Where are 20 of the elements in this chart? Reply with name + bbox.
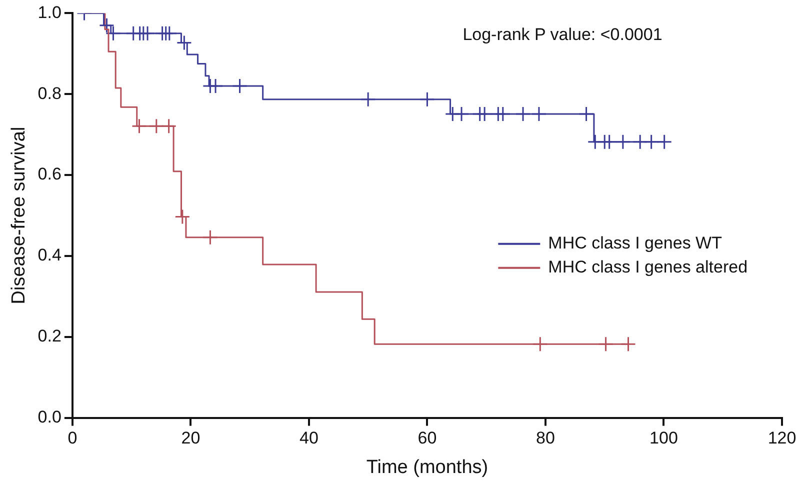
point xyxy=(174,208,190,224)
point xyxy=(176,34,192,50)
x-axis-title: Time (months) xyxy=(366,456,488,478)
y-tick-label: 0.2 xyxy=(38,326,62,346)
y-tick-label: 0.4 xyxy=(38,246,62,265)
y-axis-title: Disease-free survival xyxy=(8,126,30,304)
y-tick-label: 0.0 xyxy=(38,407,62,426)
legend-label: MHC class I genes altered xyxy=(548,258,748,277)
annotation: Log-rank P value: <0.0001 xyxy=(462,24,662,44)
y-tick-label: 0.8 xyxy=(38,84,62,103)
x-tick-label: 80 xyxy=(536,428,555,448)
x-tick-label: 100 xyxy=(650,428,678,448)
legend-label: MHC class I genes WT xyxy=(548,234,722,253)
x-tick-label: 0 xyxy=(68,428,78,448)
x-tick-label: 20 xyxy=(181,428,200,448)
x-tick-label: 40 xyxy=(299,428,318,448)
y-tick-label: 1.0 xyxy=(38,2,62,22)
x-tick-label: 60 xyxy=(418,428,437,448)
y-tick-label: 0.6 xyxy=(38,164,62,184)
x-tick-label: 120 xyxy=(768,428,796,448)
